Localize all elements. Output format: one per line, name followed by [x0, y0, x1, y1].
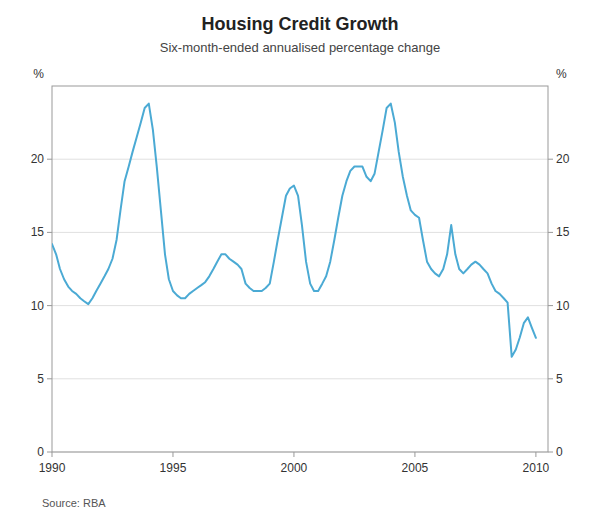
grid-line — [52, 232, 548, 233]
y2-tick — [548, 232, 553, 233]
y-tick-label: 0 — [37, 445, 44, 459]
source: Source: RBA — [42, 497, 106, 509]
x-tick — [414, 452, 415, 457]
y-tick — [47, 232, 52, 233]
x-tick-label: 2010 — [523, 461, 550, 475]
x-tick — [172, 452, 173, 457]
x-tick-label: 1990 — [39, 461, 66, 475]
y-tick-label: 20 — [31, 152, 45, 166]
line — [52, 104, 536, 357]
x-tick-label: 2000 — [281, 461, 308, 475]
y-tick — [47, 378, 52, 379]
y2-axis-label: % — [556, 67, 567, 81]
y2-axis: 0 5 10 15 20 — [548, 152, 570, 459]
y-axis: 0 5 10 15 20 — [31, 152, 52, 459]
y2-tick-label: 0 — [556, 445, 563, 459]
x-axis: 1990 1995 2000 2005 2010 — [39, 452, 550, 475]
y2-tick-label: 5 — [556, 372, 563, 386]
title: Housing Credit Growth — [202, 14, 399, 34]
y2-tick — [548, 305, 553, 306]
x-tick — [52, 452, 53, 457]
y2-tick-label: 15 — [556, 225, 570, 239]
y-tick-label: 10 — [31, 299, 45, 313]
x-tick — [293, 452, 294, 457]
x-tick-label: 2005 — [402, 461, 429, 475]
plot-area — [52, 104, 536, 357]
y2-tick-label: 10 — [556, 299, 570, 313]
grid-line — [52, 305, 548, 306]
y2-tick — [548, 452, 553, 453]
subtitle: Six-month-ended annualised percentage ch… — [160, 40, 440, 55]
x-tick — [535, 452, 536, 457]
grid-line — [52, 378, 548, 379]
y-tick-label: 15 — [31, 225, 45, 239]
background — [0, 0, 600, 517]
plot-frame — [52, 86, 548, 452]
y2-tick-label: 20 — [556, 152, 570, 166]
x-tick-label: 1995 — [160, 461, 187, 475]
y-tick — [47, 305, 52, 306]
grid-line — [52, 159, 548, 160]
y-tick-label: 5 — [37, 372, 44, 386]
y2-tick — [548, 159, 553, 160]
y-tick — [47, 452, 52, 453]
y2-tick — [548, 378, 553, 379]
chart: Housing Credit Growth Six-month-ended ann… — [0, 0, 600, 517]
y-tick — [47, 159, 52, 160]
y-axis-label: % — [33, 67, 44, 81]
